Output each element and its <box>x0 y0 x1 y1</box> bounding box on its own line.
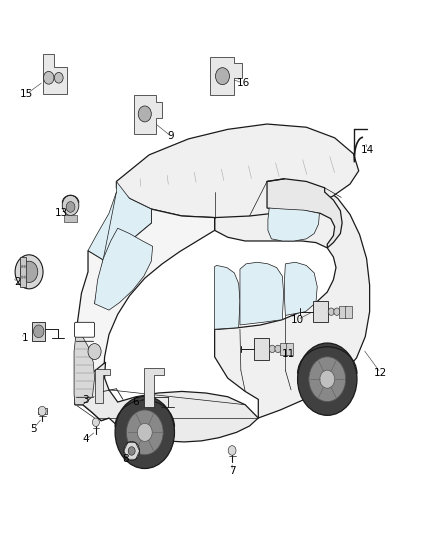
Text: 5: 5 <box>30 424 37 434</box>
Polygon shape <box>210 57 242 95</box>
Text: 14: 14 <box>361 144 374 155</box>
Polygon shape <box>240 262 284 325</box>
Polygon shape <box>267 179 342 248</box>
Circle shape <box>320 370 335 388</box>
Circle shape <box>20 261 38 282</box>
Polygon shape <box>20 257 25 287</box>
Polygon shape <box>134 95 162 134</box>
Polygon shape <box>144 368 163 407</box>
Polygon shape <box>74 336 95 405</box>
Polygon shape <box>313 301 328 322</box>
Text: 8: 8 <box>122 454 128 464</box>
Text: 7: 7 <box>229 466 235 476</box>
Text: 9: 9 <box>168 131 174 141</box>
Polygon shape <box>117 124 359 217</box>
Circle shape <box>124 441 140 461</box>
Polygon shape <box>254 338 269 360</box>
Text: 2: 2 <box>14 278 21 287</box>
FancyBboxPatch shape <box>74 322 95 337</box>
Polygon shape <box>95 369 110 403</box>
Text: 3: 3 <box>82 395 89 406</box>
Polygon shape <box>88 181 151 261</box>
Circle shape <box>275 345 281 353</box>
Circle shape <box>309 357 346 401</box>
Polygon shape <box>38 408 46 414</box>
Text: 16: 16 <box>237 78 250 88</box>
Polygon shape <box>95 228 152 310</box>
Text: 15: 15 <box>20 88 34 99</box>
Text: 4: 4 <box>82 434 89 445</box>
Polygon shape <box>43 54 67 94</box>
FancyBboxPatch shape <box>280 343 287 355</box>
Circle shape <box>138 106 151 122</box>
Polygon shape <box>268 208 319 241</box>
Circle shape <box>334 308 340 316</box>
Polygon shape <box>75 362 258 442</box>
Circle shape <box>115 396 174 469</box>
Circle shape <box>215 68 230 85</box>
Text: 11: 11 <box>282 349 296 359</box>
FancyBboxPatch shape <box>286 343 293 355</box>
Circle shape <box>54 72 63 83</box>
Text: 13: 13 <box>55 208 68 219</box>
Circle shape <box>138 423 152 441</box>
Text: 1: 1 <box>21 333 28 343</box>
Circle shape <box>33 325 44 338</box>
Circle shape <box>15 255 43 289</box>
Polygon shape <box>215 265 240 329</box>
Polygon shape <box>64 215 77 222</box>
Polygon shape <box>32 322 45 341</box>
Circle shape <box>43 71 54 84</box>
Circle shape <box>128 447 135 455</box>
Circle shape <box>62 195 79 215</box>
Text: 12: 12 <box>374 368 387 378</box>
Circle shape <box>21 276 23 279</box>
Polygon shape <box>75 209 215 421</box>
Text: 10: 10 <box>291 314 304 325</box>
Circle shape <box>23 265 26 268</box>
FancyBboxPatch shape <box>339 306 346 318</box>
Circle shape <box>23 276 26 279</box>
Text: 6: 6 <box>133 397 139 407</box>
Circle shape <box>88 344 101 360</box>
Polygon shape <box>215 179 370 418</box>
Circle shape <box>92 418 99 426</box>
Circle shape <box>66 201 75 212</box>
Circle shape <box>269 345 276 353</box>
Circle shape <box>127 410 163 455</box>
Circle shape <box>228 446 236 455</box>
FancyBboxPatch shape <box>345 306 352 318</box>
Circle shape <box>297 343 357 415</box>
Polygon shape <box>285 262 317 316</box>
Circle shape <box>21 265 23 268</box>
Circle shape <box>328 308 334 316</box>
Circle shape <box>38 406 46 416</box>
